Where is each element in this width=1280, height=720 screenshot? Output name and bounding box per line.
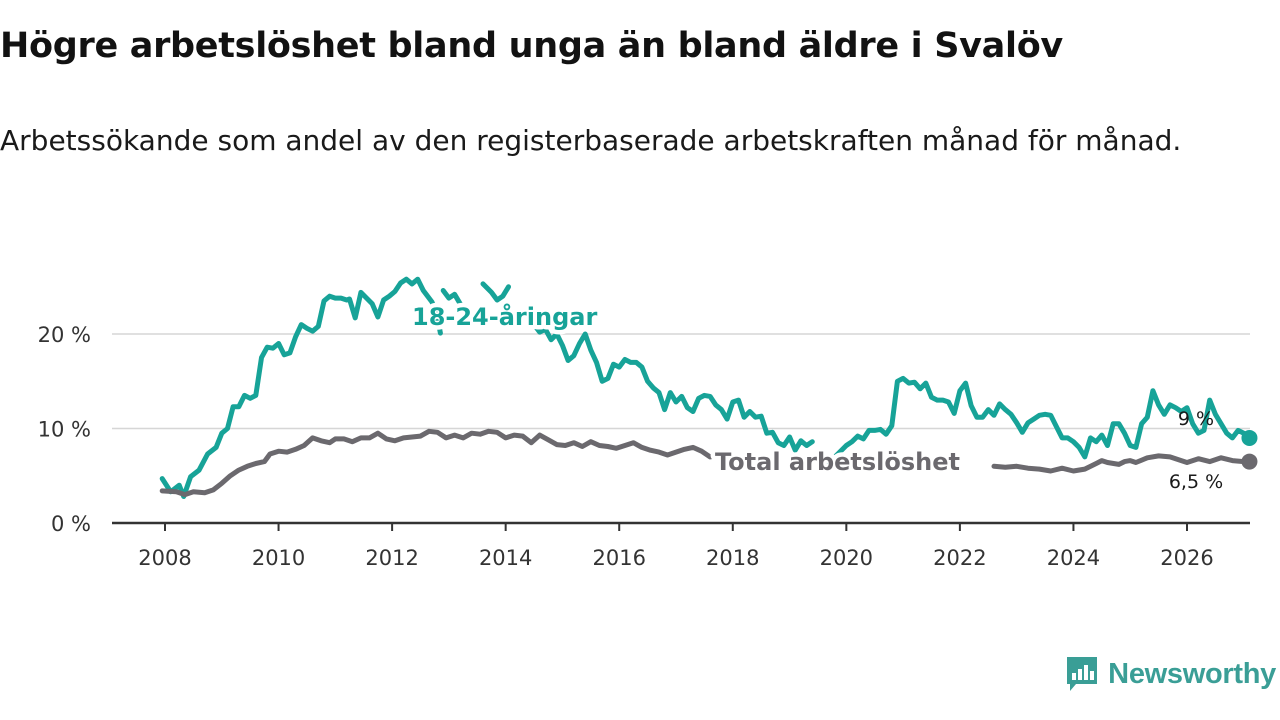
end-label-youth: 9 % <box>1178 408 1214 430</box>
series-layer <box>159 276 1258 499</box>
series-total-line <box>159 428 736 498</box>
x-tick-label: 2024 <box>1047 546 1100 570</box>
series-youth-line <box>440 288 469 321</box>
chart-subtitle: Arbetssökande som andel av den registerb… <box>0 124 1182 157</box>
newsworthy-logo-icon <box>1067 657 1098 691</box>
series-youth-line <box>531 322 815 453</box>
x-tick-label: 2010 <box>252 546 305 570</box>
series-total-end-marker <box>1241 453 1258 470</box>
x-axis: 2008 2010 2012 2014 2016 2018 2020 2022 2024 2026 <box>112 521 1250 570</box>
x-tick-label: 2008 <box>138 546 191 570</box>
y-tick-label: 10 % <box>38 418 91 442</box>
series-total-line <box>991 453 1252 474</box>
x-tick-label: 2022 <box>933 546 986 570</box>
chart-title: Högre arbetslöshet bland unga än bland ä… <box>0 26 1063 66</box>
x-tick-label: 2020 <box>820 546 873 570</box>
x-tick-label: 2026 <box>1160 546 1213 570</box>
series-label-total: Total arbetslöshet <box>715 448 960 476</box>
series-label-total-halo: Total arbetslöshet <box>715 448 960 476</box>
series-youth-line <box>480 281 511 303</box>
x-tick-label: 2014 <box>479 546 532 570</box>
x-tick-label: 2018 <box>706 546 759 570</box>
x-tick-label: 2016 <box>592 546 645 570</box>
series-label-youth: 18-24-åringar <box>412 302 597 331</box>
series-youth-line <box>826 375 1252 465</box>
y-axis: 0 % 10 % 20 % <box>38 323 91 536</box>
gridlines <box>112 333 1250 430</box>
y-tick-label: 20 % <box>38 323 91 347</box>
x-tick-label: 2012 <box>365 546 418 570</box>
brand-logo[interactable]: Newsworthy <box>1064 654 1276 694</box>
y-tick-label: 0 % <box>51 512 91 536</box>
series-label-youth-halo: 18-24-åringar <box>412 302 597 331</box>
end-label-total: 6,5 % <box>1169 471 1223 493</box>
series-youth-line <box>159 276 443 499</box>
series-youth-end-marker <box>1241 429 1258 446</box>
brand-name: Newsworthy <box>1108 657 1276 690</box>
